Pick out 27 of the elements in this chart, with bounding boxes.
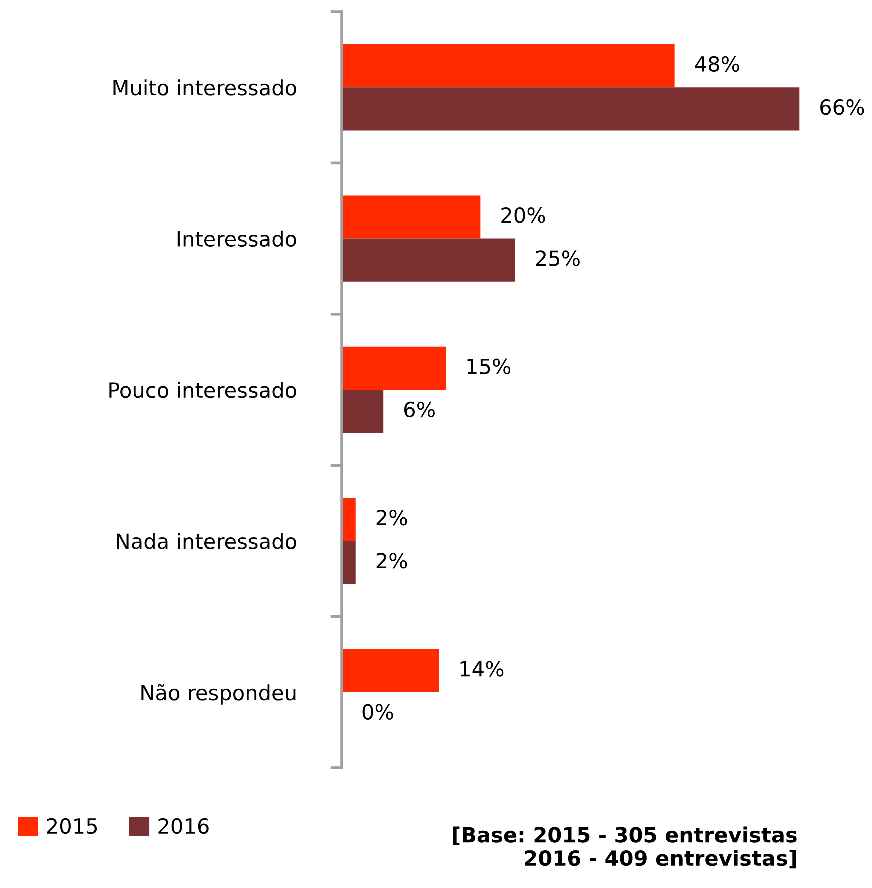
bar [342,649,440,692]
data-label: 0% [362,704,394,720]
bar [342,498,356,542]
data-label: 14% [460,661,504,677]
bar [342,390,384,434]
bar [342,44,675,88]
bar [342,88,800,131]
y-tick-label: Muito interessado [114,80,296,96]
data-label: 25% [536,250,580,266]
data-label: 48% [695,56,740,72]
data-label: 6% [404,402,435,418]
data-label: 2% [376,553,408,569]
text: [Base: 2015 - 305 entrevistas 2016 - 409 entrevistas] [453,826,797,869]
legend-label: 2016 [158,818,209,834]
bar [342,346,446,390]
data-label: 20% [502,208,546,224]
data-label: 2% [376,510,408,526]
data-label: 66% [820,99,864,116]
data-label: 15% [468,358,511,374]
legend-label: 2015 [47,818,98,834]
y-tick-label: Nada interessado [117,533,296,550]
y-tick-label: Não respondeu [142,684,296,705]
y-tick-label: Interessado [178,230,296,248]
bar [342,238,516,282]
bar [342,541,356,584]
bar [342,196,481,239]
y-tick-label: Pouco interessado [110,382,296,398]
